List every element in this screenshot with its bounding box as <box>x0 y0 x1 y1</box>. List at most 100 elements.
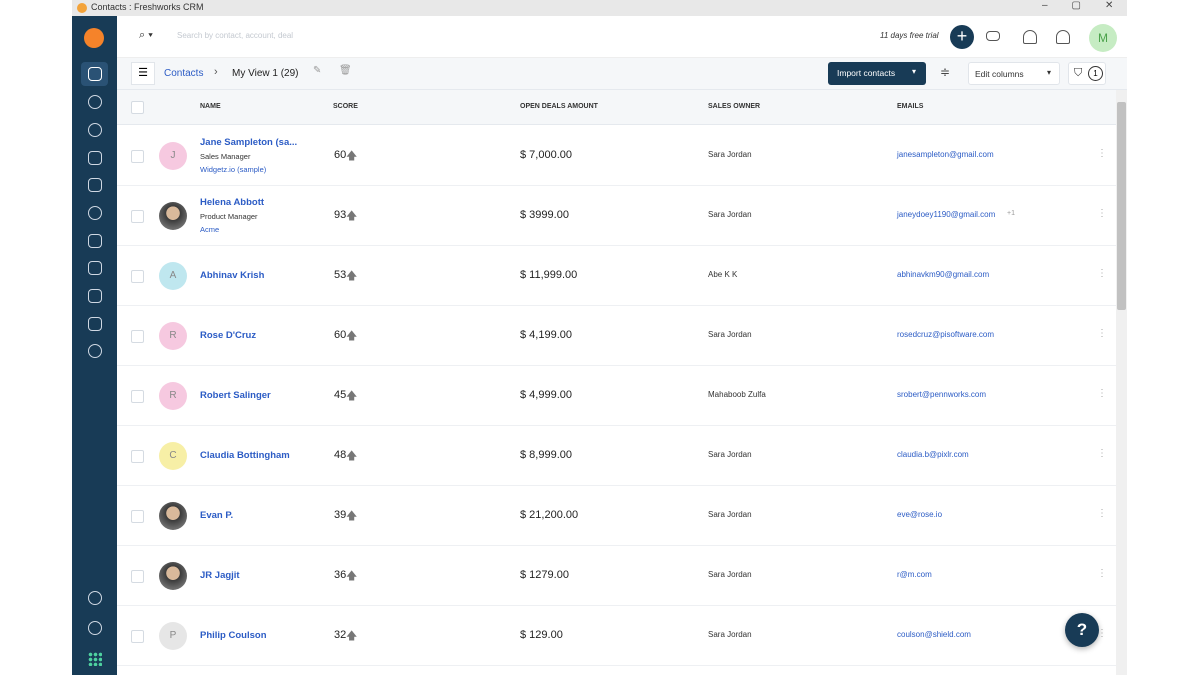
contact-row[interactable]: JR Jagjit 36 🡅 $ 1279.00 Sara Jordan r@m.com ⋮ <box>117 546 1116 606</box>
row-checkbox[interactable] <box>131 570 144 583</box>
nav-active[interactable] <box>81 62 108 86</box>
row-menu[interactable]: ⋮ <box>1097 628 1107 639</box>
edit-columns-caret[interactable]: ▾ <box>1047 68 1052 77</box>
contact-row[interactable]: R Rose D'Cruz 60 🡅 $ 4,199.00 Sara Jordan rose… <box>117 306 1116 366</box>
nav-icon[interactable] <box>88 178 102 192</box>
avatar-photo <box>159 502 187 530</box>
row-menu[interactable]: ⋮ <box>1097 568 1107 579</box>
nav-icon[interactable] <box>88 95 102 109</box>
row-checkbox[interactable] <box>131 150 144 163</box>
filter-icon[interactable]: ⛉ <box>1074 67 1083 79</box>
filter-count[interactable]: 1 <box>1088 66 1103 81</box>
avatar-photo <box>159 202 187 230</box>
breadcrumb[interactable]: Contacts <box>164 68 204 79</box>
contact-row[interactable]: J Jane Sampleton (sa... Sales Manager Widge… <box>117 126 1116 186</box>
email[interactable]: janeydoey1190@gmail.com <box>897 210 996 219</box>
contact-company[interactable]: Acme <box>200 225 220 234</box>
email[interactable]: eve@rose.io <box>897 510 943 519</box>
row-menu[interactable]: ⋮ <box>1097 508 1107 519</box>
window-controls[interactable]: –▢✕ <box>1042 0 1113 11</box>
contact-row[interactable]: R Robert Salinger 45 🡅 $ 4,999.00 Mahaboob Zu… <box>117 366 1116 426</box>
nav-icon[interactable] <box>88 234 102 248</box>
contact-company[interactable]: Widgetz.io (sample) <box>200 165 267 174</box>
contact-name[interactable]: Robert Salinger <box>200 390 271 401</box>
email[interactable]: srobert@pennworks.com <box>897 390 987 399</box>
row-menu[interactable]: ⋮ <box>1097 388 1107 399</box>
nav-icon[interactable] <box>88 289 102 303</box>
row-checkbox[interactable] <box>131 330 144 343</box>
edit-columns-button[interactable]: Edit columns ▾ <box>968 62 1060 85</box>
contact-row[interactable]: Evan P. 39 🡅 $ 21,200.00 Sara Jordan eve@rose… <box>117 486 1116 546</box>
user-avatar[interactable]: M <box>1089 24 1117 52</box>
deal-amount: $ 8,999.00 <box>520 449 572 461</box>
bell-icon[interactable] <box>1056 30 1070 44</box>
phone-icon[interactable] <box>88 591 102 605</box>
select-all[interactable] <box>131 101 144 114</box>
contact-row[interactable]: Helena Abbott Product Manager Acme 93 🡅 $ 399… <box>117 186 1116 246</box>
contact-name[interactable]: Evan P. <box>200 510 234 521</box>
contact-name[interactable]: Claudia Bottingham <box>200 450 290 461</box>
nav-icon[interactable] <box>88 317 102 331</box>
nav-icon[interactable] <box>88 151 102 165</box>
contact-name[interactable]: Jane Sampleton (sa... <box>200 137 298 148</box>
row-menu[interactable]: ⋮ <box>1097 448 1107 459</box>
mail-icon[interactable] <box>986 31 1000 41</box>
scroll-thumb[interactable] <box>1117 102 1126 310</box>
row-checkbox[interactable] <box>131 510 144 523</box>
nav-icon[interactable] <box>88 261 102 275</box>
apps-icon[interactable] <box>88 652 102 666</box>
search-icon[interactable]: ⌕ ▾ <box>139 29 153 41</box>
score: 39 <box>334 509 347 521</box>
row-checkbox[interactable] <box>131 210 144 223</box>
logo[interactable] <box>84 28 104 48</box>
edit-columns-label[interactable]: Edit columns <box>975 69 1024 79</box>
email[interactable]: rosedcruz@pisoftware.com <box>897 330 995 339</box>
search-input[interactable]: Search by contact, account, deal <box>177 31 294 40</box>
contact-name[interactable]: Rose D'Cruz <box>200 330 257 341</box>
contact-row[interactable]: C Claudia Bottingham 48 🡅 $ 8,999.00 Sara Jor… <box>117 426 1116 486</box>
column-header[interactable]: OPEN DEALS AMOUNT <box>520 103 598 110</box>
views-toggle[interactable]: ☰ <box>131 62 155 85</box>
edit-view[interactable]: ✎ <box>313 65 322 76</box>
nav-icon[interactable] <box>88 206 102 220</box>
contact-name[interactable]: Philip Coulson <box>200 630 267 641</box>
email[interactable]: janesampleton@gmail.com <box>897 150 994 159</box>
contact-name[interactable]: Helena Abbott <box>200 197 265 208</box>
import-button[interactable]: Import contacts ▾ <box>828 62 926 85</box>
row-menu[interactable]: ⋮ <box>1097 208 1107 219</box>
window-title: Contacts : Freshworks CRM <box>91 2 204 12</box>
row-checkbox[interactable] <box>131 270 144 283</box>
import-caret[interactable]: ▾ <box>912 67 917 76</box>
assistant-icon[interactable] <box>1023 30 1037 44</box>
email[interactable]: abhinavkm90@gmail.com <box>897 270 990 279</box>
column-header[interactable]: SALES OWNER <box>708 103 761 110</box>
add-button[interactable]: + <box>950 25 974 49</box>
help-button[interactable]: ? <box>1065 613 1099 647</box>
filter-button[interactable]: ⛉ 1 <box>1068 62 1106 85</box>
email[interactable]: coulson@shield.com <box>897 630 971 639</box>
row-menu[interactable]: ⋮ <box>1097 328 1107 339</box>
row-checkbox[interactable] <box>131 630 144 643</box>
row-menu[interactable]: ⋮ <box>1097 268 1107 279</box>
chat-icon[interactable] <box>88 621 102 635</box>
delete-view[interactable]: 🗑 <box>339 65 352 76</box>
contact-row[interactable]: A Abhinav Krish 53 🡅 $ 11,999.00 Abe K K abhin… <box>117 246 1116 306</box>
contact-name[interactable]: Abhinav Krish <box>200 270 265 281</box>
contact-row[interactable]: P Philip Coulson 32 🡅 $ 129.00 Sara Jordan cou… <box>117 606 1116 666</box>
nav-icon[interactable] <box>88 344 102 358</box>
email[interactable]: r@m.com <box>897 570 932 579</box>
column-header[interactable]: EMAILS <box>897 103 924 110</box>
view-name[interactable]: My View 1 (29) <box>232 68 299 79</box>
nav-icon[interactable] <box>88 67 102 81</box>
email[interactable]: claudia.b@pixlr.com <box>897 450 969 459</box>
nav-icon[interactable] <box>88 123 102 137</box>
row-checkbox[interactable] <box>131 450 144 463</box>
row-checkbox[interactable] <box>131 390 144 403</box>
import-label[interactable]: Import contacts <box>837 68 896 78</box>
contact-name[interactable]: JR Jagjit <box>200 570 240 581</box>
row-menu[interactable]: ⋮ <box>1097 148 1107 159</box>
column-header[interactable]: SCORE <box>333 103 358 110</box>
density-icon[interactable]: ≑ <box>940 65 951 79</box>
column-header[interactable]: NAME <box>200 103 221 110</box>
email-extra[interactable]: +1 <box>1007 210 1015 217</box>
